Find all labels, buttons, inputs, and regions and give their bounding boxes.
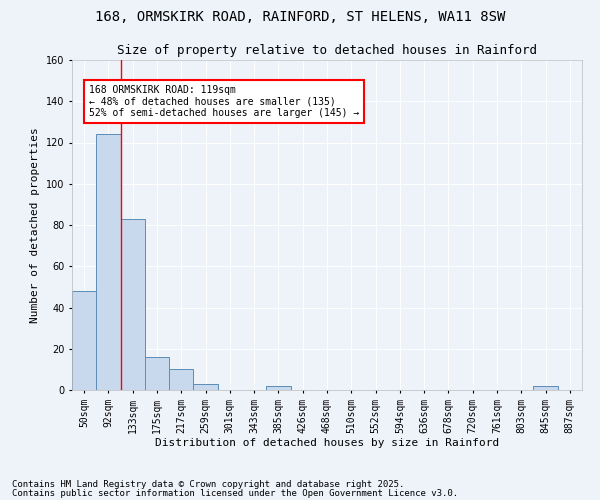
Title: Size of property relative to detached houses in Rainford: Size of property relative to detached ho… [117,44,537,58]
Text: Contains HM Land Registry data © Crown copyright and database right 2025.: Contains HM Land Registry data © Crown c… [12,480,404,489]
Bar [121,219,145,390]
Text: 168 ORMSKIRK ROAD: 119sqm
← 48% of detached houses are smaller (135)
52% of semi: 168 ORMSKIRK ROAD: 119sqm ← 48% of detac… [89,84,359,118]
Bar [193,384,218,390]
Text: Contains public sector information licensed under the Open Government Licence v3: Contains public sector information licen… [12,488,458,498]
Bar [533,386,558,390]
Bar [72,291,96,390]
Text: 168, ORMSKIRK ROAD, RAINFORD, ST HELENS, WA11 8SW: 168, ORMSKIRK ROAD, RAINFORD, ST HELENS,… [95,10,505,24]
Bar [145,357,169,390]
X-axis label: Distribution of detached houses by size in Rainford: Distribution of detached houses by size … [155,438,499,448]
Bar [96,134,121,390]
Bar [169,370,193,390]
Bar [266,386,290,390]
Y-axis label: Number of detached properties: Number of detached properties [31,127,40,323]
